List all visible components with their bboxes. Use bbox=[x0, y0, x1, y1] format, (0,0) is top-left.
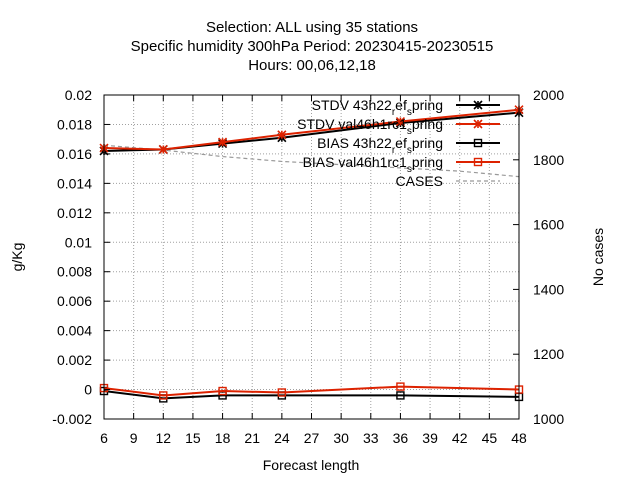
series-line-cases bbox=[103, 144, 520, 178]
x-tick-label: 48 bbox=[511, 430, 527, 446]
series-line-bias-43h22-ref-spring bbox=[103, 390, 520, 400]
legend-entry-bias-43h22-ref-spring: BIAS 43h22refspring bbox=[317, 135, 500, 156]
legend-label-part: CASES bbox=[396, 173, 443, 189]
legend-marker bbox=[473, 100, 483, 110]
legend-marker bbox=[473, 119, 483, 129]
x-tick-label: 27 bbox=[304, 430, 320, 446]
y-tick-label: 0.004 bbox=[57, 323, 92, 339]
legend-label-part: s bbox=[407, 107, 412, 118]
series-line-bias-val46h1rc1-spring bbox=[103, 385, 520, 397]
legend-entry-stdv-43h22-ref-spring: STDV 43h22refspring bbox=[312, 97, 500, 118]
legend-label-part: s bbox=[407, 145, 412, 156]
y2-tick-label: 2000 bbox=[533, 87, 564, 103]
point-bias-val46h1rc1-spring bbox=[218, 386, 227, 396]
point-stdv-val46h1rc1-spring bbox=[277, 130, 287, 140]
y-tick-label: 0.008 bbox=[57, 264, 92, 280]
grid-lines bbox=[103, 94, 520, 420]
legend-label-part: pring bbox=[412, 154, 443, 170]
legend-label: CASES bbox=[396, 173, 443, 189]
legend-label: BIAS 43h22refspring bbox=[317, 135, 443, 156]
legend-label-part: ef bbox=[395, 135, 407, 151]
x-tick-label: 42 bbox=[452, 430, 468, 446]
x-tick-label: 18 bbox=[215, 430, 231, 446]
legend-label-part: BIAS 43h22 bbox=[317, 135, 392, 151]
x-tick-label: 39 bbox=[422, 430, 438, 446]
legend-label: BIAS val46h1rc1spring bbox=[303, 154, 443, 175]
x-tick-label: 12 bbox=[155, 430, 171, 446]
legend-entry-stdv-val46h1rc1-spring: STDV val46h1rc1spring bbox=[297, 116, 500, 137]
legend-label: STDV 43h22refspring bbox=[312, 97, 443, 118]
legend-label-part: pring bbox=[412, 135, 443, 151]
cases-series-layer bbox=[103, 144, 520, 178]
series-line-stdv-val46h1rc1-spring bbox=[103, 108, 520, 151]
legend-label: STDV val46h1rc1spring bbox=[297, 116, 443, 137]
legend-label-part: r bbox=[392, 145, 396, 156]
legend-label-part: ef bbox=[395, 97, 407, 113]
chart-title: Selection: ALL using 35 stations Specifi… bbox=[131, 19, 494, 74]
point-bias-43h22-ref-spring bbox=[396, 391, 405, 400]
point-bias-val46h1rc1-spring bbox=[159, 391, 168, 400]
y-axis-label: g/Kg bbox=[9, 243, 25, 272]
x-tick-label: 9 bbox=[130, 430, 138, 446]
legend-marker bbox=[473, 138, 483, 148]
y2-tick-label: 1000 bbox=[533, 411, 564, 427]
legend-label-part: r bbox=[392, 107, 396, 118]
y-tick-label: 0.018 bbox=[57, 116, 92, 132]
x-tick-label: 6 bbox=[100, 430, 108, 446]
point-bias-val46h1rc1-spring bbox=[396, 382, 405, 391]
y-tick-label: 0 bbox=[84, 382, 92, 398]
x-axis-ticks: 6 9 12 15 18 21 24 27 30 33 36 39 42 45 48 bbox=[100, 95, 527, 446]
y-axis-ticks: -0.002 0 0.002 0.004 0.006 0.008 0.01 0.012 0.01… bbox=[52, 87, 110, 427]
y-tick-label: 0.012 bbox=[57, 205, 92, 221]
y2-axis-label: No cases bbox=[590, 228, 606, 286]
point-stdv-val46h1rc1-spring bbox=[218, 137, 228, 147]
legend-label-part: STDV val46h1rc1 bbox=[297, 116, 407, 132]
point-stdv-val46h1rc1-spring bbox=[158, 144, 168, 155]
y-tick-label: 0.02 bbox=[65, 87, 92, 103]
point-bias-val46h1rc1-spring bbox=[277, 388, 287, 397]
x-tick-label: 45 bbox=[482, 430, 498, 446]
legend-label-part: s bbox=[407, 126, 412, 137]
x-tick-label: 30 bbox=[333, 430, 349, 446]
x-tick-label: 15 bbox=[185, 430, 201, 446]
series-layer bbox=[99, 105, 524, 403]
y-tick-label: 0.016 bbox=[57, 146, 92, 162]
y2-axis-ticks: 1000 1200 1400 1600 1800 2000 bbox=[513, 87, 564, 427]
x-tick-label: 33 bbox=[363, 430, 379, 446]
y2-tick-label: 1600 bbox=[533, 217, 564, 233]
y2-tick-label: 1800 bbox=[533, 152, 564, 168]
y2-tick-label: 1400 bbox=[533, 281, 564, 297]
x-axis-label: Forecast length bbox=[263, 457, 360, 473]
title-line-2: Specific humidity 300hPa Period: 2023041… bbox=[131, 38, 494, 55]
x-tick-label: 36 bbox=[393, 430, 409, 446]
legend-entry-cases: CASES bbox=[396, 173, 500, 189]
x-tick-label: 24 bbox=[274, 430, 290, 446]
y2-tick-label: 1200 bbox=[533, 346, 564, 362]
y-tick-label: 0.006 bbox=[57, 293, 92, 309]
title-line-1: Selection: ALL using 35 stations bbox=[206, 19, 418, 36]
legend-label-part: pring bbox=[412, 116, 443, 132]
legend-label-part: s bbox=[407, 164, 412, 175]
x-tick-label: 21 bbox=[244, 430, 260, 446]
legend-marker bbox=[473, 157, 483, 167]
title-line-3: Hours: 00,06,12,18 bbox=[248, 57, 376, 74]
legend-label-part: pring bbox=[412, 97, 443, 113]
y-tick-label: 0.002 bbox=[57, 352, 92, 368]
y-tick-label: 0.014 bbox=[57, 175, 92, 191]
legend-label-part: STDV 43h22 bbox=[312, 97, 392, 113]
legend-label-part: BIAS val46h1rc1 bbox=[303, 154, 407, 170]
y-tick-label: 0.01 bbox=[65, 234, 92, 250]
y-tick-label: -0.002 bbox=[52, 411, 92, 427]
point-stdv-val46h1rc1-spring bbox=[395, 116, 405, 127]
legend-entry-bias-val46h1rc1-spring: BIAS val46h1rc1spring bbox=[303, 154, 500, 175]
